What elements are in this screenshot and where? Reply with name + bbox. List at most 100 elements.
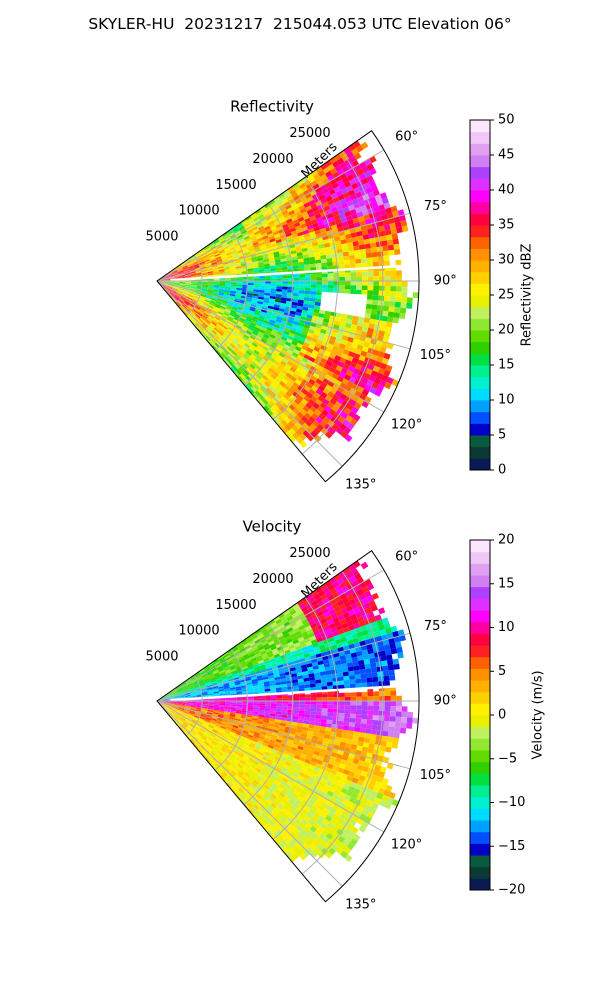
field-cell	[364, 384, 372, 392]
field-cell	[339, 632, 346, 639]
field-cell	[253, 703, 260, 706]
field-cell	[182, 293, 188, 297]
field-cell	[349, 399, 357, 407]
field-cell	[356, 631, 364, 638]
field-cell	[296, 354, 304, 361]
field-cell	[254, 639, 261, 644]
field-cell	[290, 375, 297, 382]
field-cell	[252, 316, 259, 321]
field-cell	[226, 346, 233, 352]
field-cell	[180, 305, 185, 311]
field-cell	[220, 239, 227, 244]
field-cell	[270, 660, 277, 665]
field-cell	[310, 430, 318, 439]
field-cell	[302, 327, 310, 333]
field-cell	[254, 230, 261, 236]
field-cell	[341, 596, 349, 604]
field-cell	[189, 689, 196, 692]
field-cell	[271, 329, 278, 334]
field-cell	[327, 163, 335, 171]
field-cell	[199, 682, 206, 686]
field-cell	[315, 291, 322, 296]
field-cell	[355, 144, 364, 153]
field-cell	[361, 285, 368, 291]
field-cell	[248, 283, 254, 286]
field-cell	[179, 284, 186, 286]
field-cell	[253, 276, 260, 279]
field-cell	[251, 646, 258, 651]
field-cell	[279, 405, 286, 413]
field-cell	[386, 632, 394, 640]
field-cell	[255, 652, 262, 658]
field-cell	[240, 681, 247, 685]
field-cell	[339, 393, 347, 401]
field-cell	[352, 661, 359, 667]
field-cell	[237, 343, 243, 349]
field-cell	[333, 281, 340, 285]
field-cell	[313, 593, 321, 600]
field-cell	[265, 228, 272, 233]
field-cell	[264, 645, 271, 651]
colorbar-swatch	[470, 400, 490, 413]
field-cell	[230, 246, 236, 251]
field-cell	[190, 318, 196, 324]
field-cell	[315, 679, 322, 684]
field-cell	[179, 281, 186, 283]
field-cell	[221, 242, 228, 247]
field-cell	[196, 703, 203, 705]
field-cell	[274, 679, 281, 683]
field-cell	[174, 701, 180, 703]
field-cell	[207, 272, 214, 275]
field-cell	[299, 701, 306, 705]
field-cell	[247, 292, 253, 296]
field-cell	[244, 673, 251, 678]
field-cell	[322, 701, 328, 705]
field-cell	[199, 683, 206, 687]
field-cell	[174, 702, 180, 703]
field-cell	[351, 342, 358, 349]
sector-frame	[156, 130, 420, 483]
field-cell	[218, 656, 225, 662]
field-cell	[259, 287, 265, 291]
field-cell	[276, 241, 283, 246]
field-cell	[265, 402, 273, 410]
field-cell	[249, 655, 257, 660]
field-cell	[204, 259, 211, 263]
field-cell	[370, 242, 377, 249]
field-cell	[373, 290, 379, 296]
field-cell	[259, 276, 266, 279]
field-cell	[252, 295, 259, 299]
field-cell	[325, 670, 332, 675]
field-cell	[243, 222, 250, 228]
field-cell	[334, 401, 342, 409]
field-cell	[170, 290, 176, 295]
field-cell	[313, 330, 320, 336]
field-cell	[265, 278, 271, 281]
field-cell	[232, 673, 239, 677]
field-cell	[193, 262, 200, 266]
field-cell	[268, 300, 275, 305]
field-cell	[284, 215, 292, 221]
field-cell	[245, 367, 252, 374]
field-cell	[322, 354, 329, 361]
field-cell	[273, 360, 281, 366]
field-cell	[361, 377, 369, 385]
field-cell	[355, 709, 362, 715]
field-cell	[263, 678, 270, 683]
field-cell	[249, 250, 256, 254]
field-cell	[368, 599, 376, 607]
field-cell	[270, 201, 278, 208]
field-cell	[195, 267, 201, 270]
field-cell	[361, 691, 368, 697]
field-cell	[219, 238, 226, 243]
field-cell	[295, 331, 302, 337]
field-cell	[320, 345, 327, 351]
field-cell	[162, 696, 168, 699]
field-cell	[319, 420, 328, 428]
field-cell	[190, 256, 196, 261]
field-cell	[304, 293, 311, 298]
field-cell	[333, 186, 341, 193]
field-cell	[365, 672, 373, 679]
field-cell	[305, 205, 312, 212]
field-cell	[329, 167, 338, 175]
